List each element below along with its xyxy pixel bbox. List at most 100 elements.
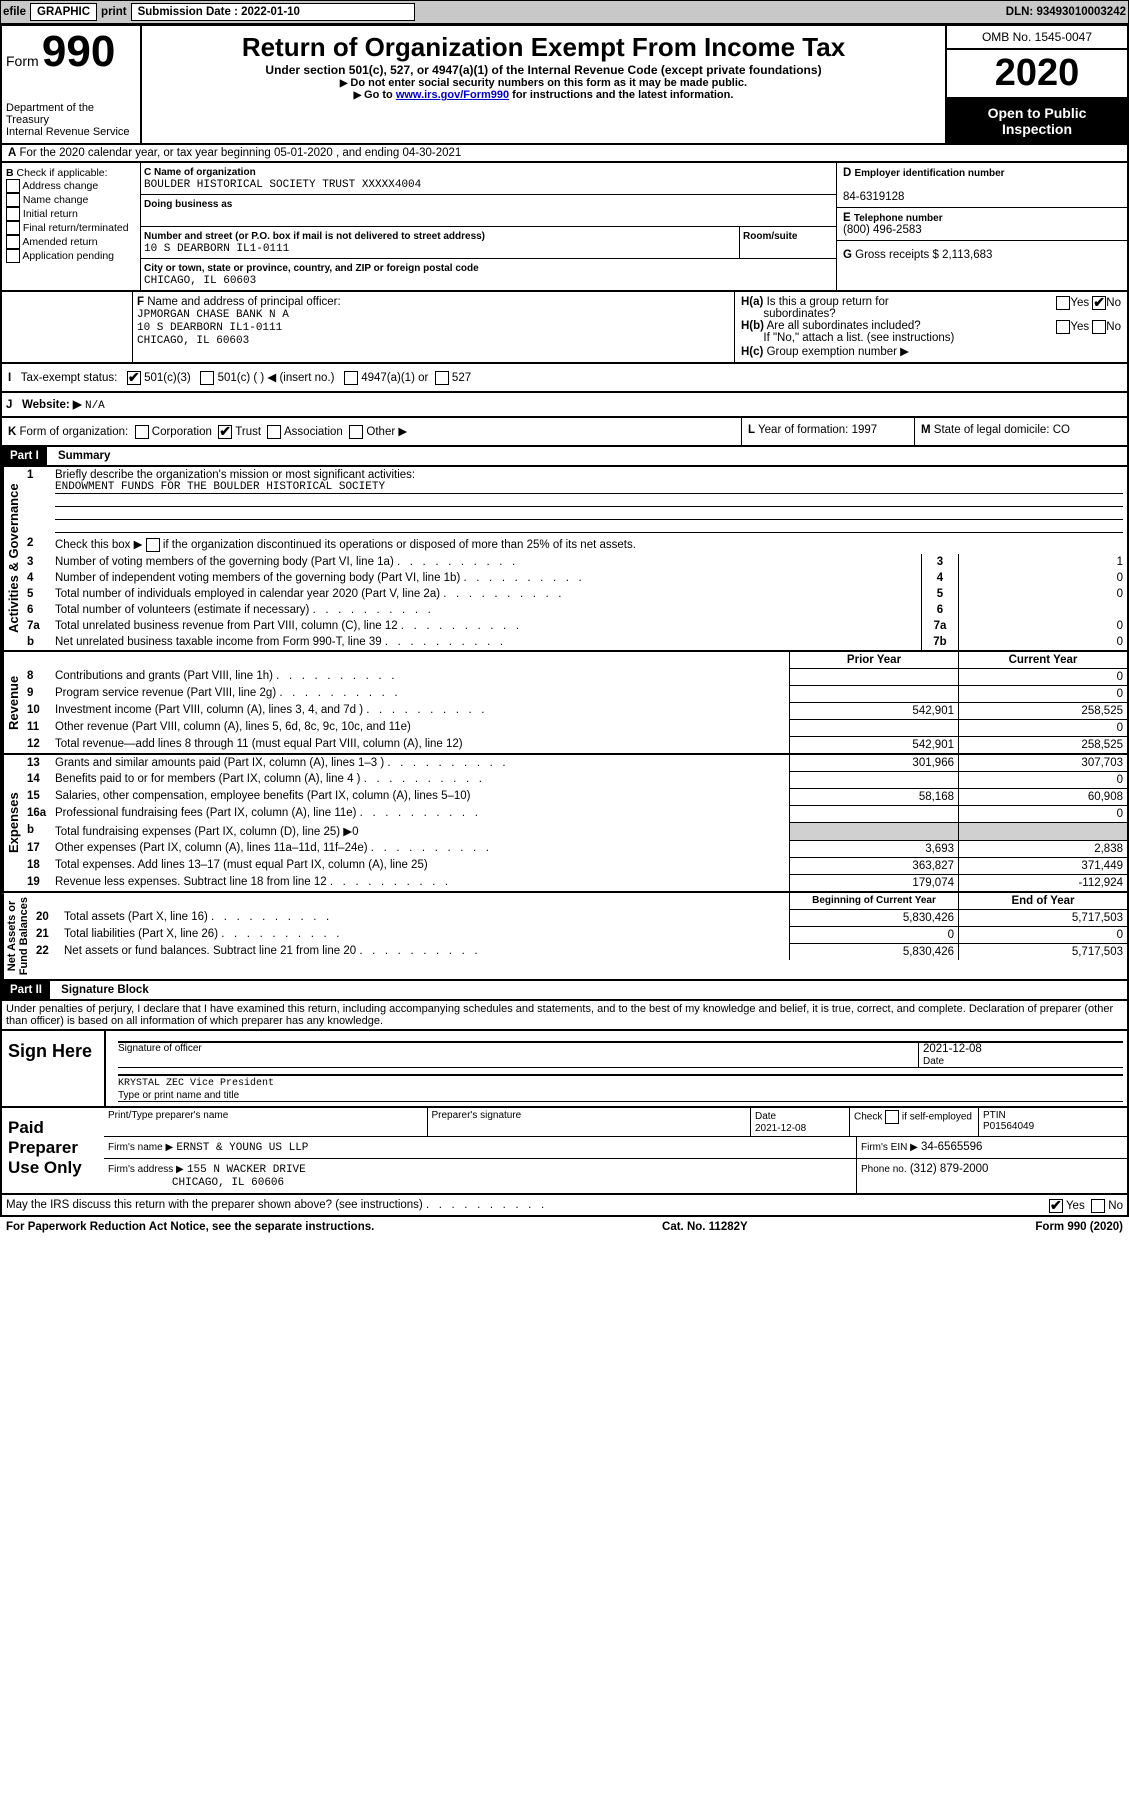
e13p: 301,966 xyxy=(790,755,959,772)
e15: Salaries, other compensation, employee b… xyxy=(55,790,470,802)
cb-amended[interactable] xyxy=(6,235,20,249)
irs-q: May the IRS discuss this return with the… xyxy=(6,1199,423,1211)
topbar: efile GRAPHIC print Submission Date : 20… xyxy=(0,0,1129,24)
dln: DLN: 93493010003242 xyxy=(1006,6,1126,18)
foot-m: Cat. No. 11282Y xyxy=(662,1221,748,1233)
org-name: BOULDER HISTORICAL SOCIETY TRUST XXXXX40… xyxy=(144,179,421,191)
firm: ERNST & YOUNG US LLP xyxy=(176,1142,308,1154)
cb-4947[interactable] xyxy=(344,371,358,385)
discuss-no[interactable] xyxy=(1091,1199,1105,1213)
sig-date: 2021-12-08 xyxy=(923,1043,982,1055)
yof: 1997 xyxy=(852,424,878,436)
b-o2: Name change xyxy=(23,194,88,206)
r8p xyxy=(790,668,959,685)
cb-trust[interactable] xyxy=(218,425,232,439)
k-o2: Trust xyxy=(235,426,261,438)
r12p: 542,901 xyxy=(790,736,959,753)
part-ii-header: Part II Signature Block xyxy=(0,981,1129,1001)
i-o1: 501(c)(3) xyxy=(144,372,191,384)
no2: No xyxy=(1106,321,1121,333)
part-i-title: Summary xyxy=(50,450,110,462)
l6: Total number of volunteers (estimate if … xyxy=(55,604,309,616)
perjury: Under penalties of perjury, I declare th… xyxy=(0,1001,1129,1031)
cb-assoc[interactable] xyxy=(267,425,281,439)
f1: JPMORGAN CHASE BANK N A xyxy=(137,309,289,321)
row-BCDE: B Check if applicable: Address change Na… xyxy=(0,163,1129,292)
no1: No xyxy=(1106,297,1121,309)
l7a: Total unrelated business revenue from Pa… xyxy=(55,620,398,632)
graphic-badge[interactable]: GRAPHIC xyxy=(30,3,97,21)
cb-name[interactable] xyxy=(6,193,20,207)
part-ii-num: Part II xyxy=(2,981,50,999)
chk-lbl: Check xyxy=(854,1112,882,1123)
cb-pending[interactable] xyxy=(6,249,20,263)
cb-discont[interactable] xyxy=(146,538,160,552)
col-DEG: D Employer identification number 84-6319… xyxy=(837,163,1127,290)
cb-final[interactable] xyxy=(6,221,20,235)
part-ii-title: Signature Block xyxy=(53,984,149,996)
section-revenue: Revenue Prior YearCurrent Year 8Contribu… xyxy=(0,652,1129,755)
expenses-table: 13Grants and similar amounts paid (Part … xyxy=(23,755,1127,891)
instructions-link[interactable]: www.irs.gov/Form990 xyxy=(396,89,509,101)
row-I: I Tax-exempt status: 501(c)(3) 501(c) ( … xyxy=(0,364,1129,393)
cb-selfemp[interactable] xyxy=(885,1110,899,1124)
l7av: 0 xyxy=(959,618,1128,634)
cb-address[interactable] xyxy=(6,179,20,193)
tel: (800) 496-2583 xyxy=(843,224,922,236)
faddr-lbl: Firm's address ▶ xyxy=(108,1164,184,1175)
firm-lbl: Firm's name ▶ xyxy=(108,1142,173,1153)
r10c: 258,525 xyxy=(959,702,1128,719)
dept: Department of the Treasury xyxy=(6,102,136,126)
n20e: 5,717,503 xyxy=(959,909,1128,926)
i-lbl: Tax-exempt status: xyxy=(21,372,118,384)
hb-yes[interactable] xyxy=(1056,320,1070,334)
cb-initial[interactable] xyxy=(6,207,20,221)
hcy: Current Year xyxy=(959,652,1128,669)
goto-line: Go to www.irs.gov/Form990 for instructio… xyxy=(150,89,937,101)
open1: Open to Public xyxy=(988,105,1087,121)
hb-no[interactable] xyxy=(1092,320,1106,334)
e17p: 3,693 xyxy=(790,840,959,857)
side-revenue: Revenue xyxy=(2,652,23,753)
foot-l: For Paperwork Reduction Act Notice, see … xyxy=(6,1221,374,1233)
form-header: Form 990 Department of the Treasury Inte… xyxy=(0,24,1129,145)
cb-other[interactable] xyxy=(349,425,363,439)
r11p xyxy=(790,719,959,736)
e18c: 371,449 xyxy=(959,857,1128,874)
l1v: ENDOWMENT FUNDS FOR THE BOULDER HISTORIC… xyxy=(55,481,1123,494)
discuss-yes[interactable] xyxy=(1049,1199,1063,1213)
faddr: 155 N WACKER DRIVE xyxy=(187,1164,306,1176)
m-lbl: State of legal domicile: xyxy=(934,424,1050,436)
e18p: 363,827 xyxy=(790,857,959,874)
section-expenses: Expenses 13Grants and similar amounts pa… xyxy=(0,755,1129,893)
goto-prefix: Go to xyxy=(364,89,396,101)
e16ac: 0 xyxy=(959,805,1128,822)
print-link[interactable]: print xyxy=(101,6,127,18)
cb-501c3[interactable] xyxy=(127,371,141,385)
e19c: -112,924 xyxy=(959,874,1128,891)
city-lbl: City or town, state or province, country… xyxy=(144,263,479,274)
e15c: 60,908 xyxy=(959,788,1128,805)
submission-date: Submission Date : 2022-01-10 xyxy=(131,3,415,21)
l5n: 5 xyxy=(937,588,943,600)
ein-lbl2: Firm's EIN ▶ xyxy=(861,1142,918,1153)
omb: OMB No. 1545-0047 xyxy=(947,26,1127,50)
form-title: Return of Organization Exempt From Incom… xyxy=(150,32,937,63)
e13c: 307,703 xyxy=(959,755,1128,772)
k-lbl: Form of organization: xyxy=(20,426,129,438)
cb-527[interactable] xyxy=(435,371,449,385)
irs-discuss-row: May the IRS discuss this return with the… xyxy=(0,1195,1129,1217)
cb-corp[interactable] xyxy=(135,425,149,439)
e16a: Professional fundraising fees (Part IX, … xyxy=(55,807,356,819)
prep-title: Paid Preparer Use Only xyxy=(2,1108,104,1193)
ha-yes[interactable] xyxy=(1056,296,1070,310)
b-o3: Initial return xyxy=(23,208,78,220)
footer: For Paperwork Reduction Act Notice, see … xyxy=(0,1217,1129,1237)
e16b: Total fundraising expenses (Part IX, col… xyxy=(55,826,352,838)
activities-table: 1Briefly describe the organization's mis… xyxy=(23,467,1127,650)
cb-501c[interactable] xyxy=(200,371,214,385)
i-o3: 4947(a)(1) or xyxy=(361,372,428,384)
ha-no[interactable] xyxy=(1092,296,1106,310)
tel-lbl: Telephone number xyxy=(854,213,943,224)
sign-here: Sign Here xyxy=(2,1031,104,1106)
